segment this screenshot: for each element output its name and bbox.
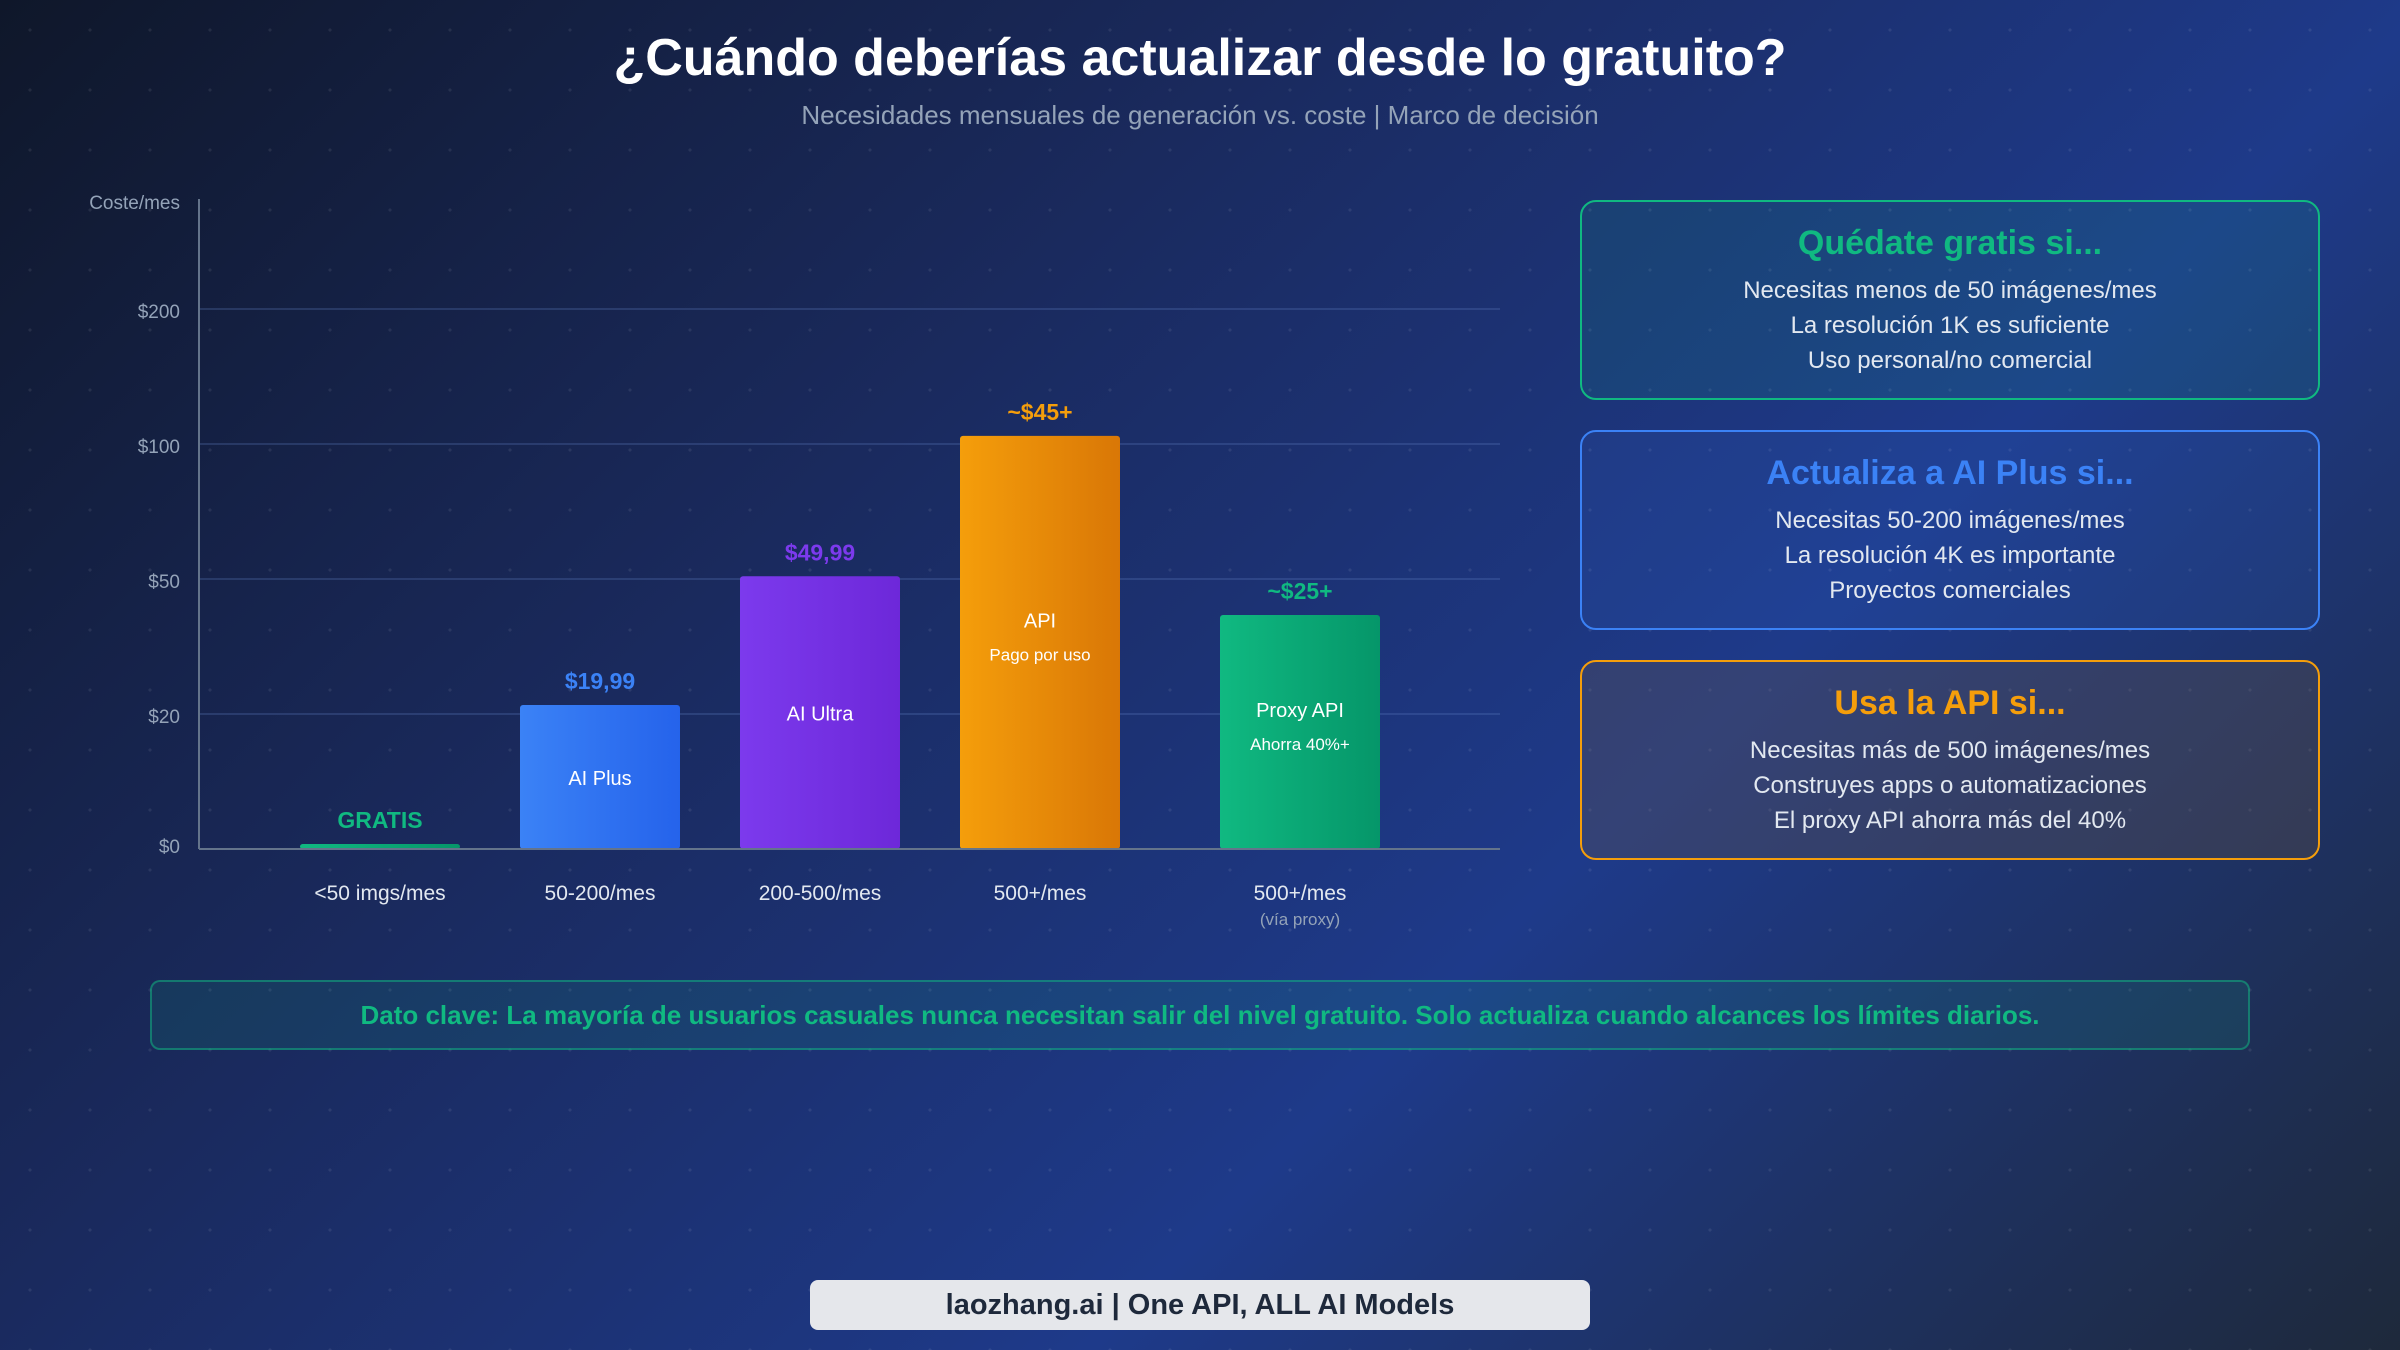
bar	[520, 705, 680, 849]
cost-bar-chart: $0 $20 $50 $100 $200 Coste/mes GRATIS <50 imgs/…	[89, 193, 1500, 929]
card-line: Uso personal/no comercial	[1807, 347, 2093, 374]
card-stay-free: Quédate gratis si... Necesitas menos de …	[1580, 200, 2320, 400]
key-insight-banner: Dato clave: La mayoría de usuarios casua…	[150, 980, 2250, 1050]
bar-name: AI Ultra	[787, 704, 855, 726]
y-tick-label: $20	[148, 707, 180, 728]
card-title: Quédate gratis si...	[1797, 224, 2103, 262]
card-line: Construyes apps o automatizaciones	[1753, 772, 2147, 799]
bar-name: API	[1024, 610, 1056, 632]
card-line: Necesitas menos de 50 imágenes/mes	[1743, 277, 2157, 304]
x-tick-label: 500+/mes	[994, 882, 1087, 905]
card-line: El proxy API ahorra más del 40%	[1773, 807, 2127, 834]
footer-brand: laozhang.ai | One API, ALL AI Models	[810, 1280, 1590, 1330]
bar-note: Ahorra 40%+	[1250, 735, 1350, 754]
price-label: ~$25+	[1267, 578, 1332, 604]
bar-name: AI Plus	[568, 768, 631, 790]
y-tick-label: $200	[138, 302, 180, 323]
card-use-api: Usa la API si... Necesitas más de 500 im…	[1580, 660, 2320, 860]
bar	[300, 844, 460, 849]
bar-note: Pago por uso	[989, 645, 1090, 664]
y-tick-label: $50	[148, 572, 180, 593]
x-tick-label: <50 imgs/mes	[314, 882, 445, 905]
card-line: La resolución 1K es suficiente	[1790, 312, 2110, 339]
price-label: GRATIS	[337, 807, 422, 833]
x-tick-label: 500+/mes	[1254, 882, 1347, 905]
card-line: La resolución 4K es importante	[1784, 542, 2116, 569]
bar	[1220, 615, 1380, 849]
price-label: ~$45+	[1007, 399, 1072, 425]
bar	[740, 576, 900, 849]
card-line: Proyectos comerciales	[1829, 577, 2071, 604]
y-tick-label: $0	[159, 837, 180, 858]
price-label: $19,99	[565, 668, 635, 694]
card-line: Necesitas 50-200 imágenes/mes	[1775, 507, 2125, 534]
x-tick-label: 50-200/mes	[545, 882, 656, 905]
y-tick-label: $100	[138, 437, 180, 458]
x-tick-label: 200-500/mes	[759, 882, 882, 905]
page-title: ¿Cuándo deberías actualizar desde lo gra…	[613, 29, 1787, 87]
bar-name: Proxy API	[1256, 700, 1344, 722]
card-title: Usa la API si...	[1834, 684, 2066, 722]
page-subtitle: Necesidades mensuales de generación vs. …	[801, 100, 1599, 130]
price-label: $49,99	[785, 539, 855, 565]
card-ai-plus: Actualiza a AI Plus si... Necesitas 50-2…	[1580, 430, 2320, 630]
x-tick-note: (vía proxy)	[1260, 910, 1340, 929]
card-title: Actualiza a AI Plus si...	[1766, 454, 2134, 492]
card-line: Necesitas más de 500 imágenes/mes	[1749, 737, 2151, 764]
bar	[960, 435, 1120, 849]
y-axis-label: Coste/mes	[89, 193, 180, 214]
